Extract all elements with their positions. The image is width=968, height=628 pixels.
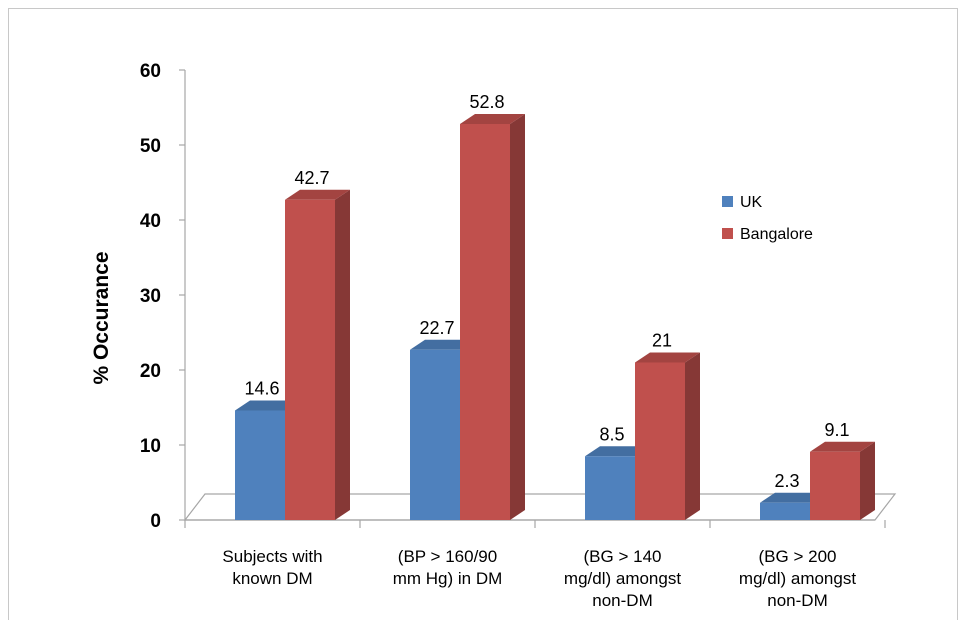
bar-top bbox=[285, 189, 350, 200]
y-tick-label: 60 bbox=[140, 61, 161, 82]
bar-front bbox=[235, 410, 285, 520]
y-axis-title: % Occurance bbox=[90, 251, 113, 384]
bar-top bbox=[810, 441, 875, 452]
bar-front bbox=[285, 199, 335, 520]
data-label-bangalore-2: 52.8 bbox=[469, 92, 504, 112]
x-category-label: mm Hg) in DM bbox=[393, 569, 503, 588]
bar-front bbox=[810, 451, 860, 520]
x-category-label: (BG > 200 bbox=[759, 547, 837, 566]
bar-bangalore-4 bbox=[810, 441, 875, 520]
x-category-label: mg/dl) amongst bbox=[739, 569, 856, 588]
bar-front bbox=[585, 456, 635, 520]
y-tick-label: 50 bbox=[140, 136, 161, 157]
y-tick-label: 10 bbox=[140, 436, 161, 457]
chart-frame bbox=[8, 8, 958, 620]
bar-uk-4 bbox=[760, 492, 825, 520]
x-category-label: (BG > 140 bbox=[584, 547, 662, 566]
data-label-uk-4: 2.3 bbox=[774, 471, 799, 491]
data-label-uk-3: 8.5 bbox=[599, 424, 624, 444]
bar-top bbox=[585, 446, 650, 457]
legend: UK Bangalore bbox=[722, 194, 813, 243]
bars bbox=[235, 114, 875, 520]
bar-side bbox=[335, 189, 350, 520]
bar-side bbox=[685, 352, 700, 520]
x-category-label: Subjects with bbox=[222, 547, 322, 566]
labels: 0 10 20 30 40 50 60 14.6 42.7 Subjects with known … bbox=[140, 61, 856, 610]
y-tick-label: 20 bbox=[140, 361, 161, 382]
data-label-uk-1: 14.6 bbox=[244, 379, 279, 399]
bar-front bbox=[635, 362, 685, 520]
y-tick-label: 40 bbox=[140, 211, 161, 232]
y-tick-label: 0 bbox=[150, 511, 161, 532]
bar-top bbox=[460, 114, 525, 124]
bar-bangalore-1 bbox=[285, 189, 350, 520]
bar-front bbox=[410, 349, 460, 520]
bar-front bbox=[760, 502, 810, 520]
bar-top bbox=[410, 339, 475, 350]
data-label-bangalore-3: 21 bbox=[652, 331, 672, 351]
x-category-label: mg/dl) amongst bbox=[564, 569, 681, 588]
data-label-bangalore-1: 42.7 bbox=[294, 168, 329, 188]
x-category-label: (BP > 160/90 bbox=[398, 547, 497, 566]
x-category-label: known DM bbox=[232, 569, 312, 588]
bar-top bbox=[760, 492, 825, 503]
bar-side bbox=[510, 114, 525, 520]
data-label-bangalore-4: 9.1 bbox=[824, 420, 849, 440]
data-label-uk-2: 22.7 bbox=[419, 318, 454, 338]
bar-bangalore-3 bbox=[635, 352, 700, 520]
legend-swatch-bangalore bbox=[722, 228, 733, 239]
x-category-label: non-DM bbox=[592, 591, 652, 610]
bar-side bbox=[860, 441, 875, 520]
legend-swatch-uk bbox=[722, 196, 733, 207]
bar-top bbox=[635, 352, 700, 363]
x-category-label: non-DM bbox=[767, 591, 827, 610]
bar-bangalore-2 bbox=[460, 114, 525, 520]
legend-label-bangalore: Bangalore bbox=[740, 226, 813, 243]
bar-front bbox=[460, 124, 510, 520]
legend-label-uk: UK bbox=[740, 194, 763, 211]
y-tick-label: 30 bbox=[140, 286, 161, 307]
bar-top bbox=[235, 400, 300, 411]
